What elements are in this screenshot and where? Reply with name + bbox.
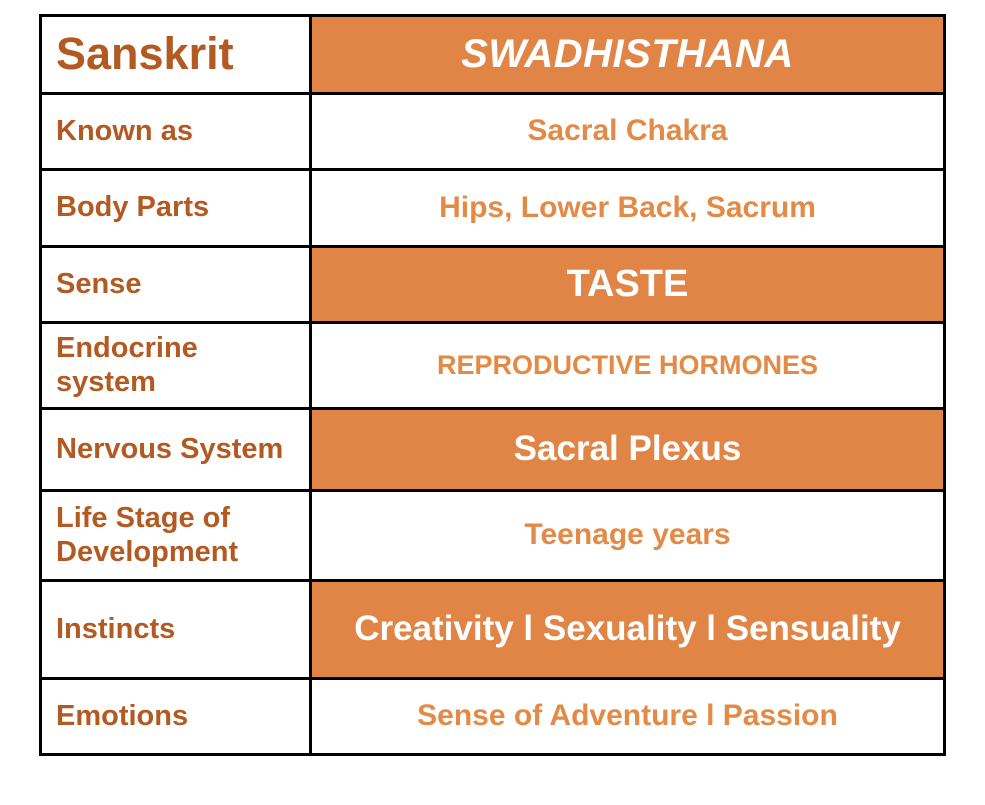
table-row-body-parts: Body Parts Hips, Lower Back, Sacrum [39, 168, 946, 248]
row-label-life-stage: Life Stage of Development [39, 489, 312, 582]
row-value-body-parts: Hips, Lower Back, Sacrum [309, 168, 946, 248]
row-value-sense: TASTE [309, 245, 946, 324]
row-label-nervous: Nervous System [39, 407, 312, 492]
table-row-endocrine: Endocrine system REPRODUCTIVE HORMONES [39, 321, 946, 410]
row-value-known-as: Sacral Chakra [309, 92, 946, 171]
row-label-instincts: Instincts [39, 579, 312, 680]
table-row-emotions: Emotions Sense of Adventure l Passion [39, 677, 946, 756]
chakra-table: Sanskrit SWADHISTHANA Known as Sacral Ch… [39, 14, 946, 756]
row-value-nervous: Sacral Plexus [309, 407, 946, 492]
table-row-instincts: Instincts Creativity l Sexuality l Sensu… [39, 579, 946, 680]
row-label-endocrine: Endocrine system [39, 321, 312, 410]
row-value-sanskrit: SWADHISTHANA [309, 14, 946, 95]
table-row-known-as: Known as Sacral Chakra [39, 92, 946, 171]
row-value-endocrine: REPRODUCTIVE HORMONES [309, 321, 946, 410]
table-row-nervous: Nervous System Sacral Plexus [39, 407, 946, 492]
table-row-sense: Sense TASTE [39, 245, 946, 324]
row-label-sanskrit: Sanskrit [39, 14, 312, 95]
row-value-emotions: Sense of Adventure l Passion [309, 677, 946, 756]
table-row-life-stage: Life Stage of Development Teenage years [39, 489, 946, 582]
row-label-known-as: Known as [39, 92, 312, 171]
row-label-emotions: Emotions [39, 677, 312, 756]
row-label-sense: Sense [39, 245, 312, 324]
row-value-life-stage: Teenage years [309, 489, 946, 582]
row-label-body-parts: Body Parts [39, 168, 312, 248]
row-value-instincts: Creativity l Sexuality l Sensuality [309, 579, 946, 680]
table-row-sanskrit: Sanskrit SWADHISTHANA [39, 14, 946, 95]
